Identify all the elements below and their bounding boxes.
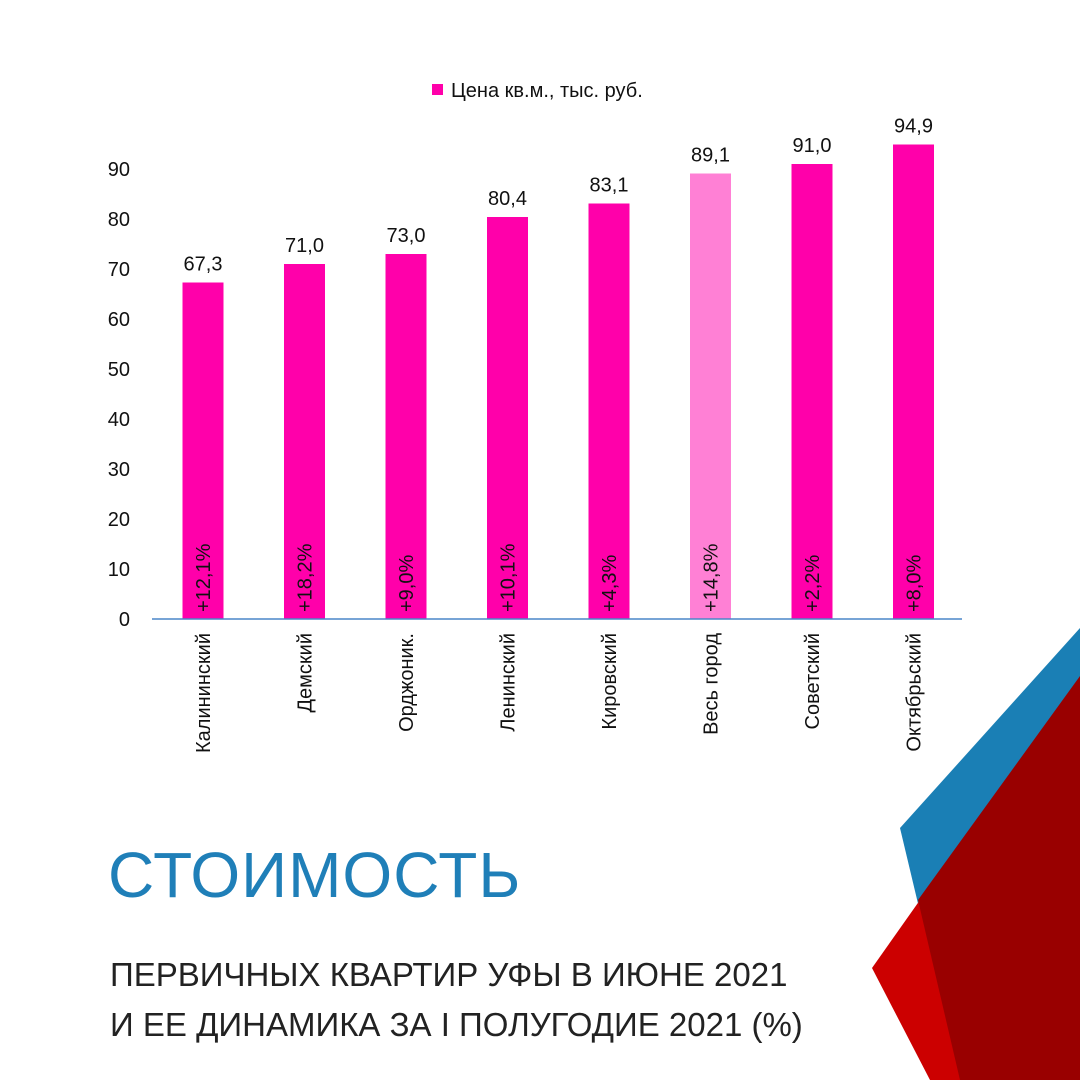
bar xyxy=(182,282,224,619)
change-label: +8,0% xyxy=(904,555,926,612)
bars: 67,3 +12,1% 71,0 +18,2% 73,0 +9,0% 80,4 +10,1% 8… xyxy=(182,116,934,619)
value-label: 89,1 xyxy=(691,145,730,167)
value-label: 71,0 xyxy=(285,235,324,257)
change-label: +9,0% xyxy=(396,555,418,612)
y-tick-label: 70 xyxy=(108,259,130,281)
x-tick-label: Кировский xyxy=(599,633,621,730)
legend-label: Цена кв.м., тыс. руб. xyxy=(451,80,643,102)
page-title: СТОИМОСТЬ xyxy=(108,839,522,911)
x-tick-label: Советский xyxy=(802,633,824,729)
bar-chart: Цена кв.м., тыс. руб. 0 10 20 30 40 50 60 70 80 9… xyxy=(108,80,962,753)
value-label: 91,0 xyxy=(793,135,832,157)
bar xyxy=(791,164,833,619)
bar xyxy=(284,264,325,619)
change-label: +12,1% xyxy=(193,543,215,612)
bar xyxy=(893,144,934,619)
y-tick-label: 40 xyxy=(108,409,130,431)
x-tick-label: Орджоник. xyxy=(396,633,418,732)
decor-darkred-shape xyxy=(918,676,1080,1080)
value-label: 80,4 xyxy=(488,188,527,210)
value-label: 73,0 xyxy=(387,225,426,247)
change-label: +10,1% xyxy=(498,543,520,612)
x-axis-labels: Калининский Демский Орджоник. Ленинский Киро… xyxy=(193,633,926,753)
y-tick-label: 90 xyxy=(108,159,130,181)
value-label: 94,9 xyxy=(894,116,933,138)
change-label: +18,2% xyxy=(295,543,317,612)
y-tick-label: 50 xyxy=(108,359,130,381)
legend-swatch xyxy=(432,84,443,95)
x-tick-label: Калининский xyxy=(193,633,215,753)
y-tick-label: 30 xyxy=(108,459,130,481)
change-label: +14,8% xyxy=(701,543,723,612)
bar xyxy=(385,254,427,619)
y-tick-label: 80 xyxy=(108,209,130,231)
value-label: 67,3 xyxy=(184,254,223,276)
y-axis: 0 10 20 30 40 50 60 70 80 90 xyxy=(108,159,130,631)
bar xyxy=(588,203,630,619)
bar xyxy=(487,217,528,619)
change-label: +2,2% xyxy=(802,555,824,612)
value-label: 83,1 xyxy=(590,175,629,197)
change-label: +4,3% xyxy=(599,555,621,612)
x-tick-label: Ленинский xyxy=(498,633,520,732)
y-tick-label: 0 xyxy=(119,609,130,631)
y-tick-label: 60 xyxy=(108,309,130,331)
x-tick-label: Демский xyxy=(295,633,317,713)
subtitle-line-2: И ЕЕ ДИНАМИКА ЗА I ПОЛУГОДИЕ 2021 (%) xyxy=(110,1006,803,1043)
y-tick-label: 10 xyxy=(108,559,130,581)
subtitle-line-1: ПЕРВИЧНЫХ КВАРТИР УФЫ В ИЮНЕ 2021 xyxy=(110,956,788,993)
page-subtitle: ПЕРВИЧНЫХ КВАРТИР УФЫ В ИЮНЕ 2021 И ЕЕ Д… xyxy=(110,950,803,1050)
x-tick-label: Октябрьский xyxy=(904,633,926,752)
chart-legend: Цена кв.м., тыс. руб. xyxy=(432,80,643,102)
y-tick-label: 20 xyxy=(108,509,130,531)
bar xyxy=(690,173,731,619)
x-tick-label: Весь город xyxy=(701,633,723,735)
